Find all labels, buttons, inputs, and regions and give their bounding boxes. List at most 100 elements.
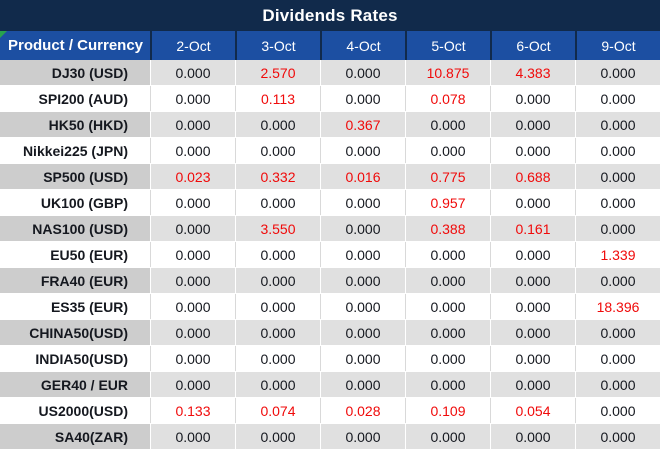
value-cell[interactable]: 0.000 bbox=[490, 346, 575, 371]
value-cell[interactable]: 0.000 bbox=[235, 242, 320, 267]
value-cell[interactable]: 0.054 bbox=[490, 398, 575, 423]
value-cell[interactable]: 0.957 bbox=[405, 190, 490, 215]
value-cell[interactable]: 0.078 bbox=[405, 86, 490, 111]
value-cell[interactable]: 0.000 bbox=[405, 138, 490, 163]
date-header-6-oct[interactable]: 6-Oct bbox=[490, 31, 575, 60]
value-cell[interactable]: 0.000 bbox=[235, 268, 320, 293]
value-cell[interactable]: 0.000 bbox=[575, 60, 660, 85]
value-cell[interactable]: 0.000 bbox=[320, 372, 405, 397]
value-cell[interactable]: 0.000 bbox=[575, 372, 660, 397]
value-cell[interactable]: 0.000 bbox=[575, 112, 660, 137]
value-cell[interactable]: 0.332 bbox=[235, 164, 320, 189]
value-cell[interactable]: 0.000 bbox=[320, 346, 405, 371]
product-cell[interactable]: ES35 (EUR) bbox=[0, 294, 150, 319]
value-cell[interactable]: 0.000 bbox=[320, 60, 405, 85]
value-cell[interactable]: 0.109 bbox=[405, 398, 490, 423]
product-cell[interactable]: EU50 (EUR) bbox=[0, 242, 150, 267]
product-cell[interactable]: CHINA50(USD) bbox=[0, 320, 150, 345]
value-cell[interactable]: 0.000 bbox=[150, 346, 235, 371]
value-cell[interactable]: 0.000 bbox=[320, 294, 405, 319]
value-cell[interactable]: 0.000 bbox=[235, 294, 320, 319]
value-cell[interactable]: 0.000 bbox=[150, 424, 235, 449]
value-cell[interactable]: 0.000 bbox=[575, 190, 660, 215]
product-cell[interactable]: GER40 / EUR bbox=[0, 372, 150, 397]
value-cell[interactable]: 4.383 bbox=[490, 60, 575, 85]
value-cell[interactable]: 0.000 bbox=[405, 294, 490, 319]
product-cell[interactable]: SA40(ZAR) bbox=[0, 424, 150, 449]
value-cell[interactable]: 0.000 bbox=[575, 346, 660, 371]
value-cell[interactable]: 0.000 bbox=[575, 86, 660, 111]
date-header-9-oct[interactable]: 9-Oct bbox=[575, 31, 660, 60]
value-cell[interactable]: 0.000 bbox=[575, 398, 660, 423]
value-cell[interactable]: 0.000 bbox=[490, 138, 575, 163]
value-cell[interactable]: 0.000 bbox=[150, 86, 235, 111]
value-cell[interactable]: 0.000 bbox=[490, 320, 575, 345]
value-cell[interactable]: 0.000 bbox=[150, 268, 235, 293]
value-cell[interactable]: 0.000 bbox=[575, 424, 660, 449]
value-cell[interactable]: 0.000 bbox=[575, 138, 660, 163]
value-cell[interactable]: 0.028 bbox=[320, 398, 405, 423]
value-cell[interactable]: 0.000 bbox=[235, 320, 320, 345]
value-cell[interactable]: 0.000 bbox=[490, 268, 575, 293]
value-cell[interactable]: 0.000 bbox=[490, 242, 575, 267]
value-cell[interactable]: 0.000 bbox=[150, 320, 235, 345]
value-cell[interactable]: 0.000 bbox=[405, 320, 490, 345]
value-cell[interactable]: 0.133 bbox=[150, 398, 235, 423]
value-cell[interactable]: 0.000 bbox=[150, 190, 235, 215]
date-header-4-oct[interactable]: 4-Oct bbox=[320, 31, 405, 60]
product-cell[interactable]: SP500 (USD) bbox=[0, 164, 150, 189]
value-cell[interactable]: 0.000 bbox=[575, 320, 660, 345]
value-cell[interactable]: 0.000 bbox=[150, 138, 235, 163]
value-cell[interactable]: 0.000 bbox=[235, 346, 320, 371]
value-cell[interactable]: 2.570 bbox=[235, 60, 320, 85]
value-cell[interactable]: 0.000 bbox=[150, 294, 235, 319]
value-cell[interactable]: 0.000 bbox=[320, 190, 405, 215]
value-cell[interactable]: 0.016 bbox=[320, 164, 405, 189]
value-cell[interactable]: 0.000 bbox=[490, 372, 575, 397]
value-cell[interactable]: 0.000 bbox=[405, 112, 490, 137]
value-cell[interactable]: 0.161 bbox=[490, 216, 575, 241]
value-cell[interactable]: 0.023 bbox=[150, 164, 235, 189]
value-cell[interactable]: 0.000 bbox=[150, 372, 235, 397]
product-cell[interactable]: HK50 (HKD) bbox=[0, 112, 150, 137]
value-cell[interactable]: 0.000 bbox=[405, 346, 490, 371]
product-cell[interactable]: UK100 (GBP) bbox=[0, 190, 150, 215]
value-cell[interactable]: 0.000 bbox=[490, 86, 575, 111]
value-cell[interactable]: 0.000 bbox=[575, 164, 660, 189]
value-cell[interactable]: 0.000 bbox=[150, 112, 235, 137]
value-cell[interactable]: 0.000 bbox=[320, 268, 405, 293]
product-cell[interactable]: NAS100 (USD) bbox=[0, 216, 150, 241]
product-cell[interactable]: INDIA50(USD) bbox=[0, 346, 150, 371]
value-cell[interactable]: 3.550 bbox=[235, 216, 320, 241]
value-cell[interactable]: 10.875 bbox=[405, 60, 490, 85]
value-cell[interactable]: 0.000 bbox=[490, 424, 575, 449]
value-cell[interactable]: 0.775 bbox=[405, 164, 490, 189]
value-cell[interactable]: 0.000 bbox=[490, 112, 575, 137]
value-cell[interactable]: 0.074 bbox=[235, 398, 320, 423]
value-cell[interactable]: 0.000 bbox=[235, 424, 320, 449]
value-cell[interactable]: 0.000 bbox=[320, 424, 405, 449]
value-cell[interactable]: 0.000 bbox=[575, 268, 660, 293]
product-cell[interactable]: US2000(USD) bbox=[0, 398, 150, 423]
value-cell[interactable]: 0.000 bbox=[320, 320, 405, 345]
product-cell[interactable]: DJ30 (USD) bbox=[0, 60, 150, 85]
value-cell[interactable]: 18.396 bbox=[575, 294, 660, 319]
value-cell[interactable]: 0.000 bbox=[320, 242, 405, 267]
product-cell[interactable]: SPI200 (AUD) bbox=[0, 86, 150, 111]
value-cell[interactable]: 0.000 bbox=[405, 372, 490, 397]
product-currency-header[interactable]: Product / Currency bbox=[0, 31, 150, 60]
value-cell[interactable]: 0.000 bbox=[150, 216, 235, 241]
value-cell[interactable]: 0.000 bbox=[405, 242, 490, 267]
product-cell[interactable]: Nikkei225 (JPN) bbox=[0, 138, 150, 163]
value-cell[interactable]: 0.000 bbox=[235, 138, 320, 163]
value-cell[interactable]: 0.000 bbox=[235, 372, 320, 397]
value-cell[interactable]: 0.000 bbox=[490, 294, 575, 319]
value-cell[interactable]: 0.113 bbox=[235, 86, 320, 111]
value-cell[interactable]: 0.000 bbox=[235, 112, 320, 137]
date-header-2-oct[interactable]: 2-Oct bbox=[150, 31, 235, 60]
value-cell[interactable]: 0.000 bbox=[320, 216, 405, 241]
value-cell[interactable]: 0.000 bbox=[150, 242, 235, 267]
value-cell[interactable]: 0.367 bbox=[320, 112, 405, 137]
date-header-5-oct[interactable]: 5-Oct bbox=[405, 31, 490, 60]
value-cell[interactable]: 1.339 bbox=[575, 242, 660, 267]
